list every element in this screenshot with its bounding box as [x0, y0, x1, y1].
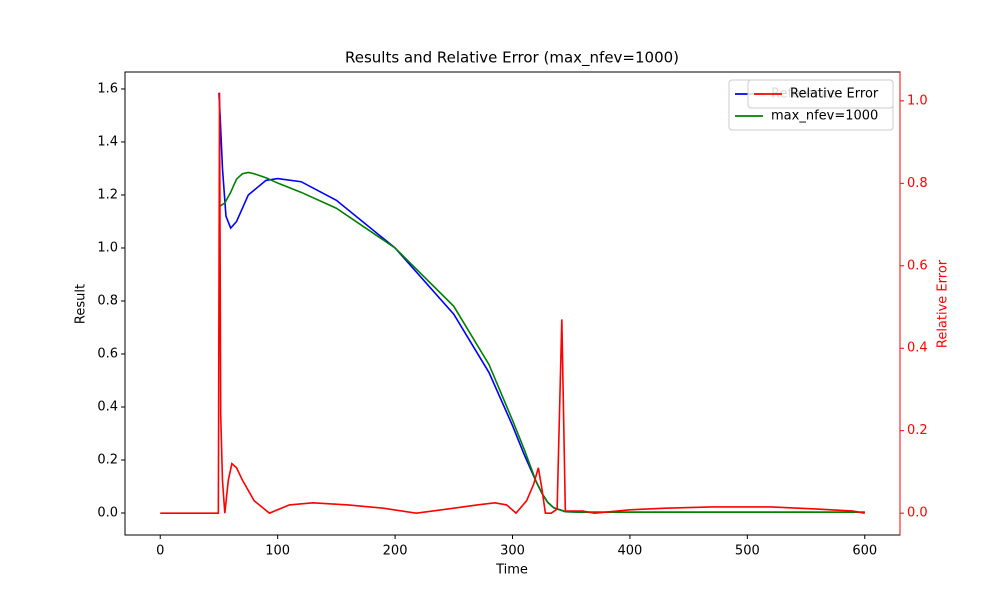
y2-tick-label: 0.2 — [907, 423, 928, 438]
series-line — [160, 92, 865, 515]
y-tick-label: 1.6 — [97, 81, 118, 96]
y2-tick-label: 0.4 — [907, 341, 928, 356]
y-tick-label: 0.0 — [97, 506, 118, 521]
y-tick-label: 0.4 — [97, 399, 118, 414]
series-line — [218, 171, 865, 514]
x-tick-label: 500 — [735, 544, 760, 559]
y-tick-label: 1.0 — [97, 240, 118, 255]
series-line — [218, 92, 865, 514]
x-tick-label: 200 — [383, 544, 408, 559]
y2-tick-label: 0.8 — [907, 176, 928, 191]
y-tick-label: 0.2 — [97, 452, 118, 467]
y-tick-label: 0.8 — [97, 293, 118, 308]
y2-tick-label: 0.6 — [907, 258, 928, 273]
y2-tick-label: 1.0 — [907, 93, 928, 108]
axes-frame — [124, 71, 901, 536]
legend-label: max_nfev=1000 — [771, 109, 878, 124]
x-tick-label: 0 — [156, 544, 164, 559]
y-tick-label: 0.6 — [97, 346, 118, 361]
chart-title: Results and Relative Error (max_nfev=100… — [345, 49, 679, 68]
y2-axis-label: Relative Error — [936, 259, 951, 348]
x-axis-label: Time — [495, 563, 528, 578]
x-tick-label: 600 — [852, 544, 877, 559]
x-tick-label: 100 — [265, 544, 290, 559]
legend-box — [747, 79, 894, 109]
y2-tick-label: 0.0 — [907, 506, 928, 521]
y-tick-label: 1.4 — [97, 134, 118, 149]
x-tick-label: 300 — [500, 544, 525, 559]
y-tick-label: 1.2 — [97, 187, 118, 202]
y-axis-label: Result — [74, 284, 89, 324]
x-tick-label: 400 — [618, 544, 643, 559]
legend-label: Relative Error — [790, 87, 879, 102]
